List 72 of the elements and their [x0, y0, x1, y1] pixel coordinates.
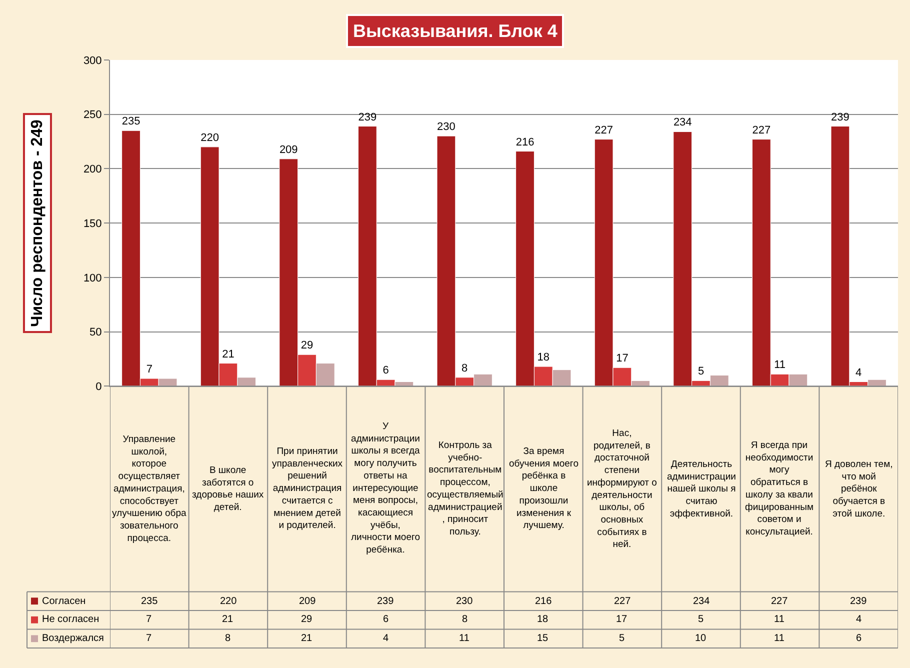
- x-tick-label: Контроль за учебно-воспитательным процессом, осуществляемый администрацией, приносит пользу.: [427, 440, 504, 538]
- y-axis-title: Число респондентов - 249: [28, 119, 46, 328]
- text: 4: [856, 366, 862, 379]
- text: 5: [698, 366, 704, 378]
- data-label: 7: [146, 633, 152, 644]
- data-label: 209: [299, 596, 316, 607]
- x-tick-label: Я всегда при необходимости могу обратиться в школу за квалифицированным советом и консультацией.: [745, 440, 814, 538]
- data-label: 11: [774, 633, 785, 644]
- data-label: 21: [222, 614, 234, 625]
- text: 227: [594, 124, 613, 136]
- y-tick-label: 100: [83, 272, 102, 284]
- text: 239: [831, 111, 850, 124]
- data-label: 220: [220, 596, 238, 607]
- legend-label: Согласен: [42, 596, 86, 607]
- data-label: 8: [462, 614, 468, 625]
- data-label: 4: [856, 614, 862, 625]
- data-label: 29: [301, 614, 313, 625]
- y-tick-label: 200: [83, 164, 102, 176]
- text: 227: [752, 124, 771, 136]
- y-tick-label: 250: [83, 109, 102, 122]
- text: 209: [279, 144, 298, 156]
- data-label: 227: [771, 596, 788, 607]
- data-label: 6: [856, 633, 862, 644]
- data-label: 8: [225, 633, 231, 644]
- x-tick-label: За время обучения моего ребёнка в школе произошли изменения к лучшему.: [509, 446, 578, 532]
- text: 21: [222, 348, 234, 360]
- data-label: 230: [456, 596, 474, 607]
- text: 230: [437, 121, 456, 134]
- data-label: 17: [616, 614, 628, 625]
- chart-title: Высказывания. Блок 4: [353, 21, 558, 41]
- text: 17: [616, 352, 628, 365]
- data-label: 227: [614, 596, 632, 607]
- text: 11: [774, 359, 786, 372]
- data-label: 239: [850, 596, 868, 607]
- x-tick-label: В школе заботятся о здоровье наших детей.: [192, 465, 264, 514]
- category-label: Нас, родителей, в достаточной степени информируют о деятельности школы, об основных событиях в ней.: [587, 428, 657, 550]
- data-label: 18: [537, 614, 549, 625]
- data-label: 11: [459, 633, 470, 644]
- text: 239: [358, 111, 377, 124]
- text: 220: [200, 132, 219, 144]
- legend-label: Воздержался: [42, 633, 104, 644]
- text: 7: [146, 364, 152, 376]
- data-label: 21: [301, 633, 313, 644]
- data-label: 7: [146, 614, 152, 625]
- text: 216: [516, 136, 534, 148]
- data-label: 216: [535, 596, 552, 607]
- text: 18: [537, 352, 550, 364]
- text: 6: [382, 364, 389, 377]
- data-label: 15: [537, 633, 549, 644]
- data-label: 10: [695, 633, 707, 644]
- data-label: 6: [383, 614, 389, 625]
- y-tick-label: 0: [96, 380, 102, 393]
- legend-label: Не согласен: [42, 614, 100, 625]
- data-label: 4: [383, 633, 389, 644]
- text: 29: [300, 340, 314, 352]
- text: 234: [673, 116, 692, 129]
- category-label: Управление школой, которое осуществляет администрация, способствует улучшению образовательного процесса.: [112, 434, 186, 544]
- y-tick-label: 300: [83, 54, 102, 67]
- text: 8: [462, 362, 468, 374]
- data-label: 235: [141, 596, 158, 607]
- x-tick-label: Деятельность администрации нашей школы я считаю эффективной.: [667, 459, 736, 520]
- data-label: 5: [619, 633, 625, 644]
- data-label: 5: [698, 614, 704, 625]
- data-label: 239: [377, 596, 394, 607]
- y-tick-label: 150: [83, 218, 102, 230]
- data-label: 234: [693, 596, 710, 607]
- y-tick-label: 50: [90, 326, 102, 339]
- x-tick-label: При принятии управленческих решений администрация считается с мнением детей и родителей.: [272, 446, 343, 532]
- x-tick-label: Я доволен тем, что мой ребёнок обучается в этой школе.: [825, 459, 893, 520]
- data-label: 11: [774, 614, 785, 625]
- category-label: У администрации школы я всегда могу получить ответы на интересующие меня вопросы, касающиеся учёбы, личности моего ребёнка.: [351, 421, 420, 556]
- text: 235: [122, 116, 140, 128]
